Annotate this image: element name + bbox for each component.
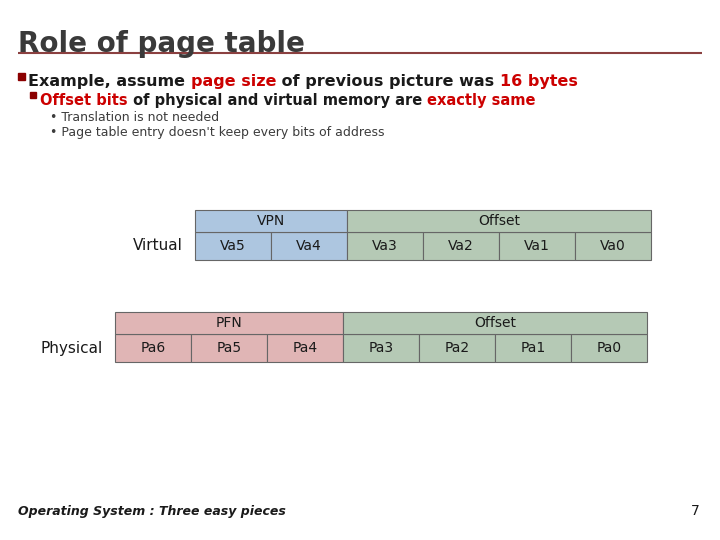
Text: of physical and virtual memory are: of physical and virtual memory are	[127, 93, 427, 108]
Bar	[347, 210, 651, 232]
Text: Virtual: Virtual	[133, 239, 183, 253]
Text: Role of page table: Role of page table	[18, 30, 305, 58]
Text: Pa4: Pa4	[292, 341, 318, 355]
Text: Va1: Va1	[524, 239, 550, 253]
Bar	[423, 232, 499, 260]
Text: Va0: Va0	[600, 239, 626, 253]
Bar	[419, 334, 495, 362]
Text: Va3: Va3	[372, 239, 398, 253]
Bar	[115, 334, 191, 362]
Text: Offset: Offset	[474, 316, 516, 330]
Text: Example, assume: Example, assume	[28, 74, 191, 89]
Bar	[271, 232, 347, 260]
Text: Pa6: Pa6	[140, 341, 166, 355]
Bar	[343, 312, 647, 334]
Bar	[347, 232, 423, 260]
Text: Pa1: Pa1	[521, 341, 546, 355]
Bar	[343, 334, 419, 362]
Text: VPN: VPN	[257, 214, 285, 228]
Bar	[191, 334, 267, 362]
Bar	[195, 232, 271, 260]
Text: Pa2: Pa2	[444, 341, 469, 355]
Bar	[575, 232, 651, 260]
Text: Physical: Physical	[41, 341, 103, 355]
Bar	[30, 92, 36, 98]
Bar	[115, 312, 343, 334]
Text: Pa0: Pa0	[596, 341, 621, 355]
Bar	[195, 210, 347, 232]
Text: page size: page size	[191, 74, 276, 89]
Text: Va2: Va2	[448, 239, 474, 253]
Text: Offset: Offset	[478, 214, 520, 228]
Text: Va4: Va4	[296, 239, 322, 253]
Bar	[571, 334, 647, 362]
Bar	[18, 73, 25, 80]
Text: of previous picture was: of previous picture was	[276, 74, 500, 89]
Text: Offset bits: Offset bits	[40, 93, 127, 108]
Text: exactly same: exactly same	[427, 93, 536, 108]
Text: • Page table entry doesn't keep every bits of address: • Page table entry doesn't keep every bi…	[50, 126, 384, 139]
Bar	[499, 232, 575, 260]
Text: 16 bytes: 16 bytes	[500, 74, 577, 89]
Text: Va5: Va5	[220, 239, 246, 253]
Bar	[495, 334, 571, 362]
Text: Pa5: Pa5	[217, 341, 242, 355]
Text: Pa3: Pa3	[369, 341, 394, 355]
Bar	[267, 334, 343, 362]
Text: • Translation is not needed: • Translation is not needed	[50, 111, 219, 124]
Text: PFN: PFN	[215, 316, 243, 330]
Text: Operating System : Three easy pieces: Operating System : Three easy pieces	[18, 505, 286, 518]
Text: 7: 7	[691, 504, 700, 518]
